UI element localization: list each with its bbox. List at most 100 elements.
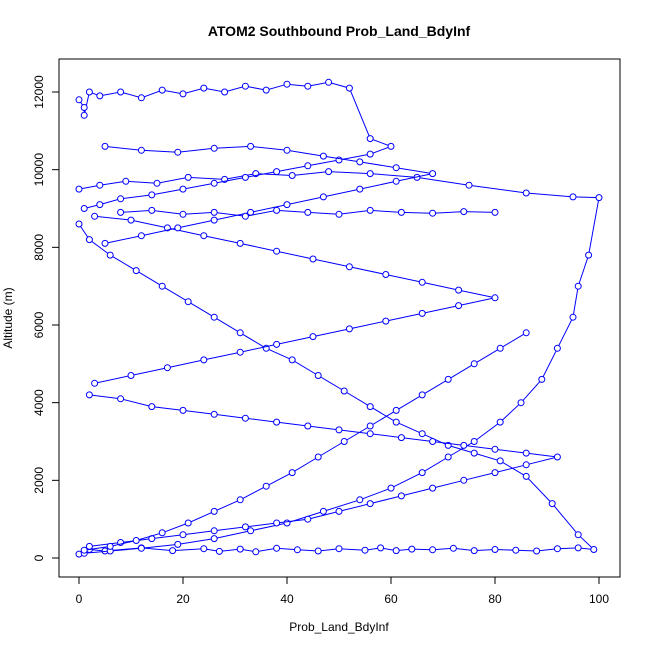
data-point [127,372,135,379]
data-point [429,170,437,178]
data-point [117,395,125,403]
data-point [496,418,504,426]
series-line-1 [78,223,596,555]
data-point [96,181,104,189]
data-point [574,531,582,539]
data-point [361,546,369,554]
data-point [553,453,561,461]
data-point [273,418,281,426]
data-point [491,294,499,302]
data-point [512,546,520,554]
y-tick-label: 4000 [32,389,46,416]
data-point [75,185,83,193]
data-point [392,164,400,172]
y-tick-label: 2000 [32,467,46,494]
data-point [491,445,499,453]
data-point [137,94,145,102]
data-point [304,208,312,216]
data-point [158,529,166,537]
data-point [210,216,218,224]
y-tick-label: 8000 [32,234,46,261]
data-point [418,430,426,438]
data-point [137,146,145,154]
data-point [283,146,291,154]
data-point [262,86,270,94]
x-tick-label: 40 [280,592,294,606]
data-point [397,434,405,442]
x-axis-ticks: 0 20 40 60 80 100 [76,577,609,606]
data-point [356,496,364,504]
data-point [553,545,561,553]
data-point [273,168,281,176]
data-point [340,387,348,395]
series-line-5 [89,394,558,547]
data-point [590,546,598,553]
y-tick-label: 10000 [32,153,46,187]
data-point [80,104,88,111]
data-point [96,201,104,209]
plot-frame [58,58,621,578]
data-point [418,469,426,477]
data-point [236,545,244,553]
data-point [163,364,171,372]
data-point [382,271,390,278]
data-point [309,255,317,263]
data-point [340,438,348,445]
data-point [356,185,364,193]
data-point [366,206,374,214]
data-point [241,414,249,422]
data-point [470,438,478,445]
data-point [200,232,208,240]
data-point [408,545,416,553]
data-point [569,313,577,321]
data-point [179,210,187,218]
data-point [210,535,218,543]
data-point [455,302,463,310]
data-point [345,84,353,92]
data-point [496,457,504,465]
data-point [392,406,400,414]
chart-title: ATOM2 Southbound Prob_Land_BdyInf [208,23,471,39]
data-point [174,148,182,156]
data-point [85,391,93,399]
data-point [80,111,88,119]
data-point [210,313,218,321]
data-point [491,469,499,477]
data-point [366,430,374,438]
data-point [377,544,385,552]
data-point [117,88,125,96]
data-point [335,210,343,218]
data-point [288,356,296,364]
x-tick-label: 60 [384,592,398,606]
data-point [200,356,208,364]
data-point [273,519,281,527]
data-point [418,278,426,286]
series-line-3 [78,81,393,209]
data-point [252,548,260,556]
data-point [533,547,541,555]
y-tick-label: 0 [32,554,46,561]
data-point [137,544,145,552]
data-point [132,267,140,275]
data-point [522,461,530,469]
data-point [75,96,83,104]
data-point [517,399,525,407]
y-tick-label: 6000 [32,311,46,338]
data-point [288,469,296,477]
data-point [460,208,468,216]
data-point [179,90,187,98]
data-point [429,209,437,217]
data-point [522,449,530,457]
data-point [210,527,218,535]
data-point [127,216,135,224]
data-point [236,239,244,247]
x-tick-label: 80 [488,592,502,606]
data-point [325,78,333,86]
data-point [335,507,343,515]
data-point [106,542,114,550]
data-point [221,88,229,96]
data-point [215,547,223,555]
data-point [397,492,405,500]
data-point [169,547,177,555]
